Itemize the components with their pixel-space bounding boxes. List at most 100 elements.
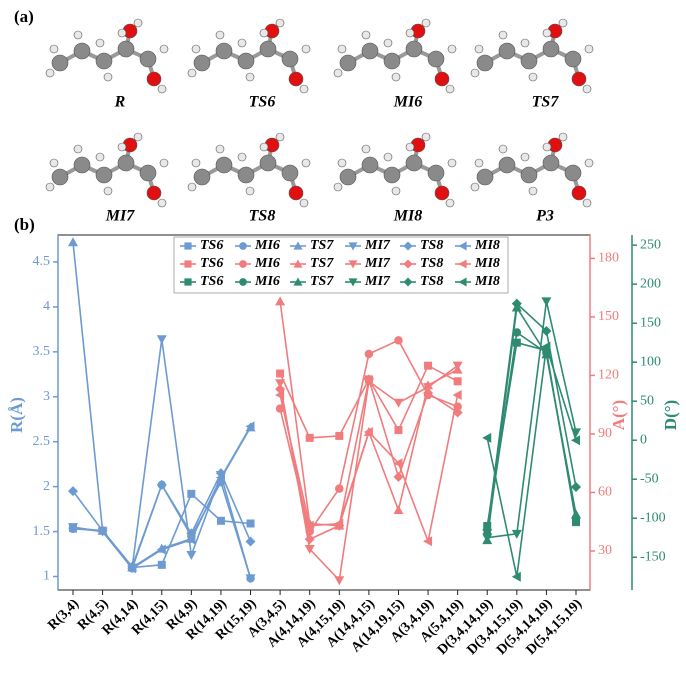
atom [383,52,401,70]
atom [470,182,480,192]
marker [304,545,315,555]
axis-title: R(Å) [7,397,26,433]
marker [571,435,580,446]
legend-label: TS7 [310,256,334,271]
atom [133,132,143,142]
marker [571,482,581,493]
atom [157,198,167,208]
marker [423,383,434,393]
atom [95,152,105,162]
marker [156,335,167,345]
atom [237,38,247,48]
molecule-label: TS8 [249,208,276,225]
atom [159,158,169,168]
atom [259,154,277,172]
atom [245,72,255,82]
atom [476,168,494,186]
atom [447,158,457,168]
legend-marker [403,241,413,251]
legend-marker [458,241,467,251]
legend-label: MI7 [364,256,391,271]
atom [51,54,69,72]
atom [337,158,347,168]
atom [421,18,431,28]
atom [564,164,582,182]
atom [95,166,113,184]
atom [337,44,347,54]
marker [68,486,78,497]
atom [133,18,143,28]
atom [146,185,162,201]
atom [299,84,309,94]
atom [215,30,225,40]
y-tick-label: 180 [598,251,619,266]
atom [447,44,457,54]
atom [45,182,55,192]
y-tick-label: -50 [640,471,659,486]
marker [364,349,374,359]
atom [383,166,401,184]
y-tick-label: 150 [598,309,619,324]
atom [333,68,343,78]
marker [393,505,404,515]
legend-label: MI8 [474,238,500,253]
marker [187,489,196,498]
atom [259,28,269,38]
atom [361,144,371,154]
atom [117,28,127,38]
atom [405,142,415,152]
atom [542,142,552,152]
atom [259,142,269,152]
atom [339,54,357,72]
marker [541,297,552,307]
atom [193,168,211,186]
atom [49,158,59,168]
atom [571,71,587,87]
atom [361,30,371,40]
marker [304,520,314,531]
molecule-label: MI6 [393,94,422,111]
x-tick-label: R(3,4) [45,596,82,633]
atom [542,154,560,172]
legend-marker [239,260,247,268]
atom [584,44,594,54]
atom [215,42,233,60]
legend-label: TS6 [200,256,223,271]
atom [139,50,157,68]
legend-marker [239,278,247,286]
legend-label: MI8 [474,256,500,271]
legend-marker [403,277,413,287]
molecule-label: R [114,94,126,111]
atom [584,158,594,168]
marker [393,458,403,469]
atom [528,186,538,196]
marker [334,518,344,529]
atom [470,68,480,78]
atom [275,18,285,28]
marker [275,379,286,389]
atom [73,144,83,154]
atom [582,198,592,208]
atom [301,158,311,168]
legend-label: TS7 [310,274,334,289]
marker [511,571,521,582]
atom [215,144,225,154]
y-tick-label: 1 [43,569,50,584]
molecule-label: MI7 [105,208,135,225]
atom [95,52,113,70]
atom [159,44,169,54]
atom [542,40,560,58]
marker [246,519,255,528]
marker [453,377,462,386]
series-line [486,305,577,541]
atom [582,84,592,94]
marker [305,433,314,442]
marker [276,369,285,378]
atom [288,185,304,201]
y-tick-label: 1.5 [33,524,51,539]
series-line [486,346,577,577]
y-tick-label: 3 [43,389,50,404]
atom [427,164,445,182]
atom [299,198,309,208]
marker [215,472,225,483]
